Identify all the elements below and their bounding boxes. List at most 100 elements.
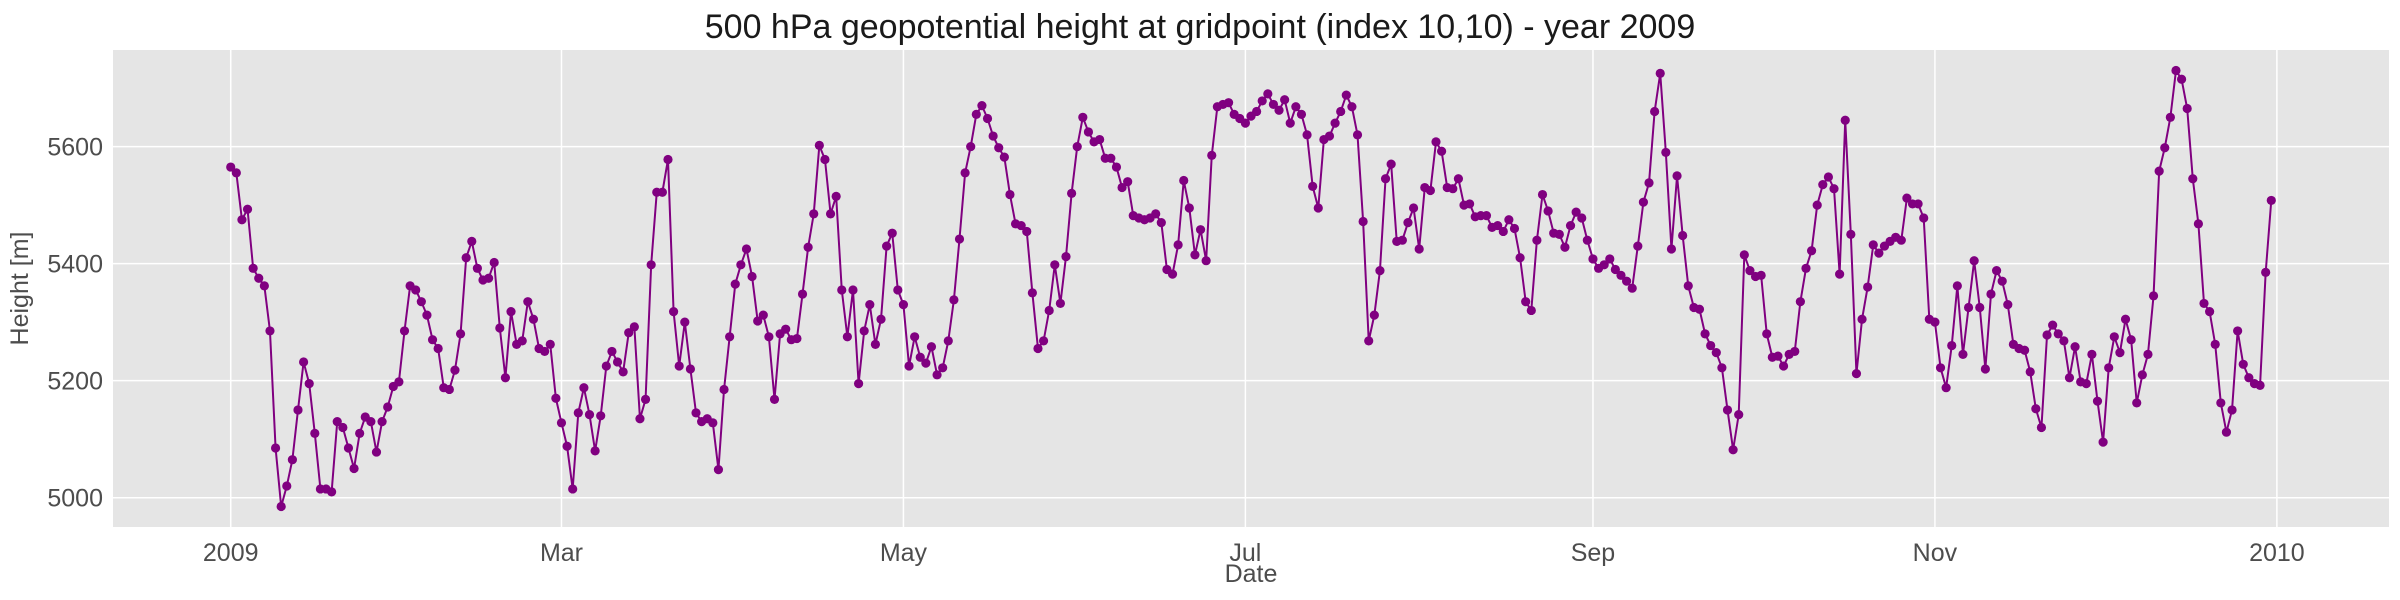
data-point [2221, 427, 2232, 437]
data-point [394, 377, 404, 387]
data-point [825, 209, 836, 219]
data-point [803, 242, 813, 252]
data-point [865, 300, 875, 310]
data-point [1341, 90, 1351, 100]
data-point [1308, 181, 1318, 191]
data-point [265, 326, 275, 336]
data-point [254, 273, 264, 283]
data-point [467, 236, 477, 246]
data-point [685, 364, 696, 374]
data-point [1762, 329, 1772, 339]
data-point [1532, 235, 1542, 245]
data-point [769, 394, 780, 405]
data-point [343, 443, 354, 453]
data-point [1201, 256, 1211, 266]
data-point [814, 140, 824, 150]
data-point [2031, 404, 2041, 414]
y-axis-label: Height [m] [6, 232, 34, 346]
data-point [882, 241, 892, 251]
y-tick-label: 5000 [47, 485, 103, 513]
data-point [596, 411, 606, 421]
data-point [383, 402, 393, 412]
data-point [792, 333, 802, 344]
data-point [411, 285, 421, 295]
data-point [820, 154, 830, 165]
data-point [971, 109, 981, 119]
data-point [1285, 118, 1295, 128]
data-point [624, 328, 634, 338]
data-point [1352, 130, 1363, 140]
data-point [1835, 269, 1845, 279]
data-point [1268, 99, 1279, 110]
data-point [2199, 298, 2209, 309]
data-point [1504, 215, 1514, 225]
data-point [713, 465, 724, 475]
data-point [1336, 106, 1346, 117]
data-point [960, 168, 970, 178]
data-point [876, 314, 886, 324]
data-point [332, 417, 342, 427]
data-point [2003, 300, 2013, 310]
data-point [1167, 269, 1178, 279]
data-point [1061, 252, 1071, 262]
data-point [1296, 109, 1307, 119]
data-point [2261, 267, 2271, 277]
data-point [668, 307, 679, 317]
data-point [758, 310, 768, 320]
data-point [2188, 174, 2198, 184]
data-point [2233, 326, 2243, 336]
data-point [1722, 405, 1733, 415]
data-point [450, 365, 460, 375]
data-point [1661, 147, 1671, 158]
data-point [1358, 216, 1368, 227]
data-point [887, 228, 897, 238]
data-point [999, 152, 1009, 162]
data-point [1818, 180, 1828, 190]
data-point [1616, 270, 1626, 280]
data-point [1453, 174, 1464, 184]
data-point [1633, 241, 1643, 251]
data-point [618, 367, 628, 377]
data-point [719, 384, 729, 395]
data-point [1896, 235, 1906, 245]
data-point [674, 361, 684, 371]
data-point [461, 253, 471, 263]
data-point [1431, 137, 1441, 147]
data-point [310, 428, 320, 438]
data-point [259, 281, 269, 291]
data-point [517, 336, 527, 346]
data-point [377, 417, 387, 427]
data-point [1038, 336, 1049, 346]
data-point [427, 335, 438, 345]
data-point [1072, 141, 1082, 152]
data-point [1033, 343, 1043, 354]
data-point [1846, 229, 1856, 239]
data-point [725, 332, 735, 342]
data-point [1005, 189, 1015, 200]
chart-title: 500 hPa geopotential height at gridpoint… [704, 8, 1696, 46]
data-point [1240, 118, 1250, 128]
data-point [2266, 195, 2276, 206]
data-point [926, 342, 937, 352]
data-point [276, 501, 286, 512]
data-point [2176, 74, 2187, 84]
data-point [938, 363, 948, 373]
data-point [242, 204, 253, 214]
data-point [1857, 314, 1867, 324]
data-point [1717, 363, 1727, 373]
data-point [399, 326, 410, 336]
data-point [646, 260, 656, 270]
data-point [556, 418, 567, 428]
data-point [1044, 305, 1054, 316]
data-point [2227, 405, 2237, 415]
data-point [1425, 185, 1435, 196]
data-point [1582, 235, 1592, 245]
data-point [842, 332, 852, 342]
data-point [2025, 367, 2035, 377]
data-point [2053, 329, 2063, 339]
data-point [500, 373, 511, 383]
data-point [416, 297, 426, 307]
data-point [287, 455, 297, 465]
data-point [1050, 260, 1060, 270]
data-point [495, 323, 505, 333]
